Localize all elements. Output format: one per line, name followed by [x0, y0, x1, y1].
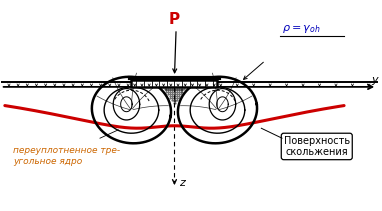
Bar	[131, 80, 217, 87]
Text: y: y	[371, 75, 378, 85]
Text: переуплотненное тре-
угольное ядро: переуплотненное тре- угольное ядро	[13, 146, 120, 166]
Text: z: z	[179, 178, 185, 188]
Text: Поверхность
скольжения: Поверхность скольжения	[284, 136, 350, 157]
Text: P: P	[169, 12, 180, 27]
Text: $\rho = \gamma_{oh}$: $\rho = \gamma_{oh}$	[282, 23, 320, 35]
